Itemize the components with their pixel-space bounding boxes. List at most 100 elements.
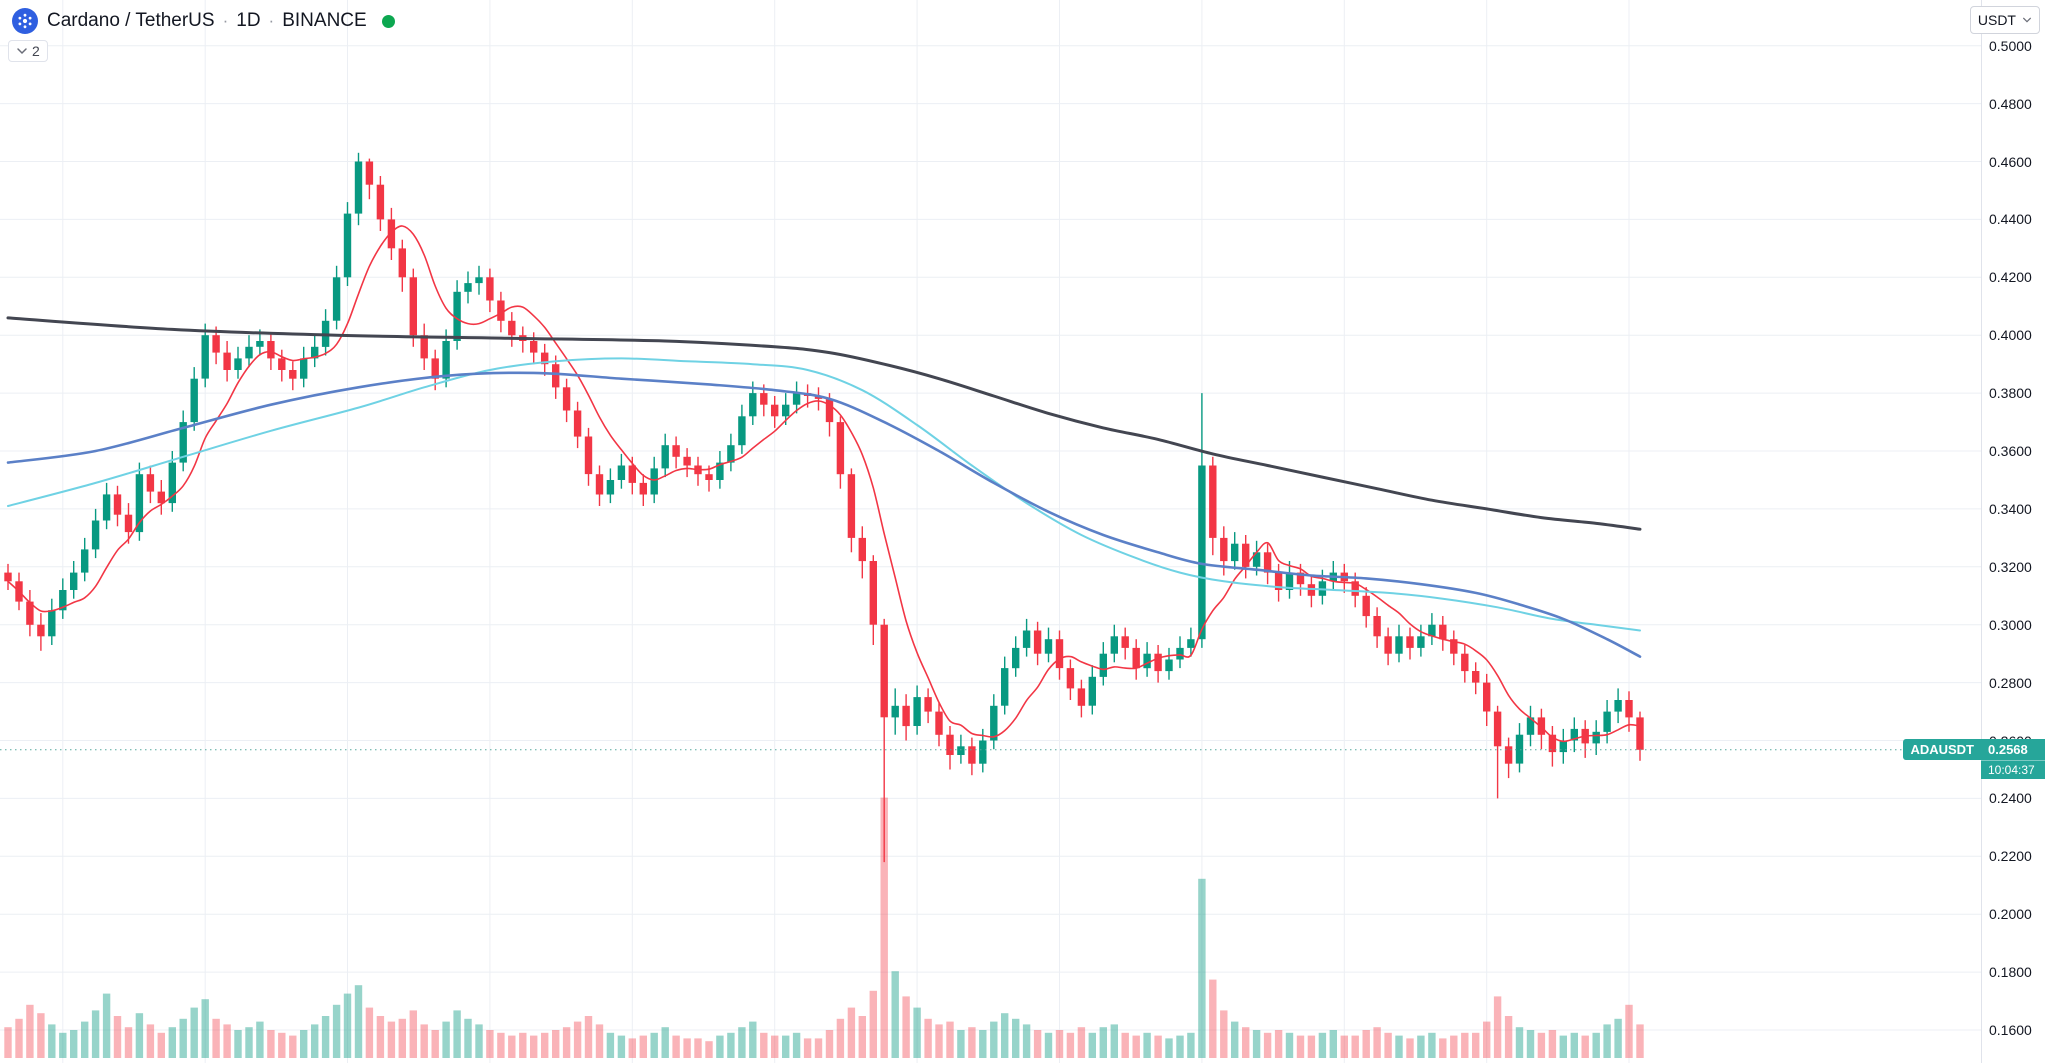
candle-body[interactable]	[858, 537, 866, 562]
candle-body[interactable]	[1559, 740, 1567, 753]
candle-body[interactable]	[749, 393, 757, 417]
candle-body[interactable]	[1099, 653, 1107, 677]
candle-body[interactable]	[508, 320, 516, 336]
candle-body[interactable]	[1483, 682, 1491, 712]
candle-body[interactable]	[497, 300, 505, 321]
volume-bar[interactable]	[212, 1018, 220, 1058]
volume-bar[interactable]	[376, 1016, 385, 1058]
candle-body[interactable]	[1351, 581, 1359, 596]
volume-bar[interactable]	[1263, 1032, 1272, 1058]
candle-body[interactable]	[1110, 636, 1118, 654]
candle-body[interactable]	[124, 514, 133, 533]
volume-bar[interactable]	[256, 1021, 264, 1058]
volume-bar[interactable]	[1044, 1032, 1053, 1058]
candle-body[interactable]	[595, 474, 604, 495]
candle-body[interactable]	[1012, 647, 1020, 669]
candle-body[interactable]	[573, 410, 582, 437]
volume-bar[interactable]	[1461, 1032, 1469, 1058]
candle-body[interactable]	[113, 494, 122, 515]
volume-bar[interactable]	[617, 1035, 626, 1058]
volume-bar[interactable]	[1450, 1035, 1458, 1058]
volume-bar[interactable]	[1395, 1035, 1403, 1058]
candle-body[interactable]	[431, 358, 439, 379]
candle-body[interactable]	[1373, 616, 1381, 637]
candle-body[interactable]	[1077, 688, 1086, 706]
candle-body[interactable]	[1044, 639, 1053, 654]
candle-body[interactable]	[727, 445, 735, 463]
volume-bar[interactable]	[223, 1024, 231, 1058]
candle-body[interactable]	[190, 378, 198, 423]
volume-bar[interactable]	[1384, 1032, 1392, 1058]
candle-body[interactable]	[464, 283, 472, 292]
candle-body[interactable]	[617, 465, 626, 481]
candle-body[interactable]	[1165, 659, 1173, 672]
candle-body[interactable]	[289, 370, 297, 379]
volume-bar[interactable]	[1351, 1035, 1359, 1058]
volume-bar[interactable]	[990, 1021, 998, 1058]
candle-body[interactable]	[1154, 653, 1162, 672]
volume-bar[interactable]	[1077, 1027, 1086, 1058]
candle-body[interactable]	[1055, 639, 1064, 669]
volume-bar[interactable]	[749, 1021, 757, 1058]
volume-bar[interactable]	[1307, 1035, 1316, 1058]
candle-body[interactable]	[343, 213, 352, 278]
candle-body[interactable]	[365, 161, 374, 185]
candle-body[interactable]	[26, 601, 34, 625]
volume-bar[interactable]	[650, 1032, 658, 1058]
volume-bar[interactable]	[1570, 1032, 1578, 1058]
volume-bar[interactable]	[562, 1027, 571, 1058]
candle-body[interactable]	[1362, 595, 1370, 617]
candle-body[interactable]	[245, 346, 253, 359]
candle-body[interactable]	[59, 590, 67, 611]
candle-body[interactable]	[1417, 636, 1425, 648]
volume-bar[interactable]	[1439, 1038, 1447, 1058]
candle-body[interactable]	[1252, 552, 1261, 567]
candle-body[interactable]	[1504, 746, 1513, 764]
volume-bar[interactable]	[59, 1032, 67, 1058]
volume-bar[interactable]	[869, 990, 877, 1058]
exchange-label[interactable]: BINANCE	[282, 10, 367, 31]
volume-bar[interactable]	[135, 1013, 144, 1058]
volume-bar[interactable]	[409, 1010, 417, 1058]
volume-bar[interactable]	[1603, 1024, 1611, 1058]
candle-body[interactable]	[486, 277, 494, 301]
candle-body[interactable]	[4, 572, 12, 582]
volume-bar[interactable]	[639, 1035, 647, 1058]
volume-bar[interactable]	[902, 996, 910, 1058]
candle-body[interactable]	[37, 624, 45, 637]
candle-body[interactable]	[475, 277, 483, 284]
volume-bar[interactable]	[1428, 1032, 1436, 1058]
volume-bar[interactable]	[343, 993, 352, 1058]
candle-body[interactable]	[1121, 636, 1129, 648]
candle-body[interactable]	[1428, 624, 1436, 637]
volume-bar[interactable]	[168, 1027, 176, 1058]
volume-bar[interactable]	[91, 1010, 100, 1058]
volume-bar[interactable]	[1176, 1035, 1184, 1058]
volume-bar[interactable]	[201, 999, 209, 1058]
candle-body[interactable]	[1570, 728, 1578, 741]
candle-body[interactable]	[683, 456, 691, 466]
volume-bar[interactable]	[1132, 1035, 1140, 1058]
candle-body[interactable]	[376, 184, 385, 220]
candle-body[interactable]	[1439, 624, 1447, 640]
candle-body[interactable]	[913, 697, 921, 726]
volume-bar[interactable]	[1526, 1030, 1535, 1058]
candle-body[interactable]	[332, 277, 341, 321]
candle-body[interactable]	[1395, 636, 1403, 654]
volume-bar[interactable]	[782, 1035, 790, 1058]
candle-body[interactable]	[1066, 668, 1075, 689]
volume-bar[interactable]	[245, 1027, 253, 1058]
volume-bar[interactable]	[1154, 1035, 1162, 1058]
candle-body[interactable]	[1472, 671, 1480, 683]
volume-bar[interactable]	[1066, 1032, 1075, 1058]
candle-body[interactable]	[1614, 700, 1622, 712]
candle-body[interactable]	[1384, 636, 1392, 654]
volume-bar[interactable]	[398, 1018, 406, 1058]
volume-bar[interactable]	[760, 1032, 768, 1058]
volume-bar[interactable]	[1088, 1032, 1096, 1058]
candle-body[interactable]	[924, 697, 932, 712]
candle-body[interactable]	[179, 422, 187, 463]
volume-bar[interactable]	[37, 1013, 45, 1058]
candle-body[interactable]	[1187, 639, 1195, 648]
candle-body[interactable]	[146, 474, 155, 492]
